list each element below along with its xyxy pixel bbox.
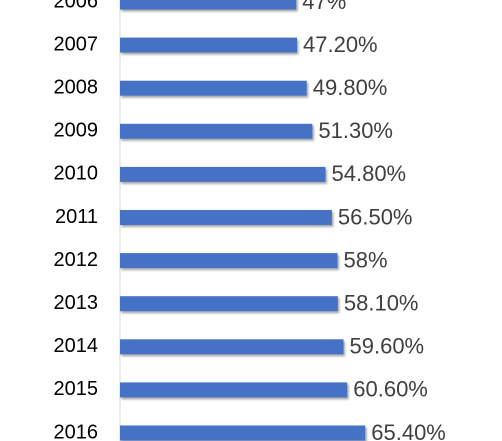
y-tick-label: 2016 (54, 421, 99, 441)
y-tick-label: 2015 (54, 378, 99, 400)
y-tick-label: 2014 (54, 335, 99, 357)
bar (120, 0, 297, 10)
bar (120, 37, 297, 53)
bar (120, 382, 348, 398)
value-label: 49.80% (313, 75, 388, 100)
y-tick-label: 2013 (54, 292, 99, 314)
y-tick-label: 2009 (54, 120, 99, 142)
y-tick-label: 2012 (54, 249, 99, 271)
value-label: 47.20% (303, 32, 378, 57)
y-tick-label: 2010 (54, 163, 99, 185)
value-label: 47% (302, 0, 346, 14)
bar (120, 80, 307, 96)
value-label: 51.30% (318, 118, 393, 143)
y-tick-label: 2011 (55, 206, 98, 228)
bar (120, 166, 326, 182)
bar (120, 425, 366, 441)
bar (120, 123, 313, 139)
value-label: 54.80% (332, 161, 407, 186)
value-label: 59.60% (350, 334, 425, 359)
bar (120, 296, 338, 312)
value-label: 60.60% (353, 377, 428, 402)
bar (120, 339, 344, 355)
y-tick-label: 2008 (54, 76, 99, 98)
y-tick-label: 2006 (54, 0, 99, 12)
bar (120, 210, 332, 225)
value-label: 65.40% (371, 420, 446, 441)
value-label: 58.10% (344, 291, 419, 316)
bar (120, 253, 338, 269)
value-label: 58% (344, 247, 388, 272)
y-tick-label: 2007 (54, 33, 99, 55)
value-label: 56.50% (338, 204, 413, 229)
